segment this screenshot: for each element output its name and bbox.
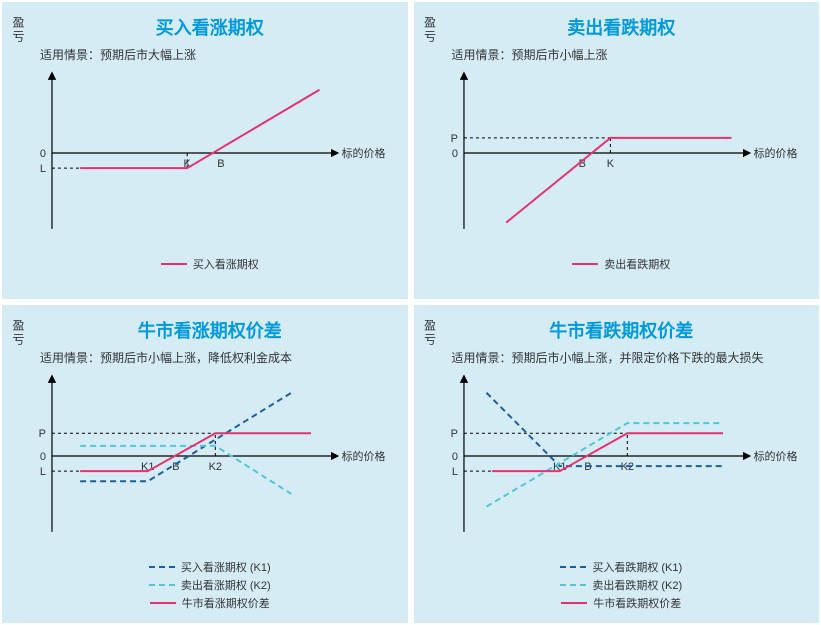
- svg-text:K: K: [606, 158, 614, 170]
- legend-swatch: [572, 263, 598, 265]
- chart-buy-call: 标的价格0LKB: [30, 67, 390, 247]
- svg-text:0: 0: [40, 148, 46, 160]
- legend-swatch: [149, 566, 175, 568]
- svg-text:P: P: [450, 133, 457, 145]
- panel-subtitle: 适用情景：预期后市小幅上涨，并限定价格下跌的最大损失: [452, 349, 802, 366]
- legend-item: 买入看涨期权: [161, 256, 259, 272]
- legend-item: 卖出看涨期权 (K2): [149, 577, 271, 593]
- legend-label: 卖出看涨期权 (K2): [181, 577, 271, 593]
- legend-item: 牛市看涨期权价差: [150, 595, 270, 611]
- panel-subtitle: 适用情景：预期后市小幅上涨: [452, 46, 802, 63]
- legend: 买入看跌期权 (K1) 卖出看跌期权 (K2) 牛市看跌期权价差: [442, 559, 802, 611]
- legend: 卖出看跌期权: [442, 256, 802, 272]
- svg-text:P: P: [450, 428, 457, 440]
- svg-text:B: B: [217, 158, 224, 170]
- legend-swatch: [560, 584, 586, 586]
- panel-buy-call: 盈亏 买入看涨期权 适用情景：预期后市大幅上涨 标的价格0LKB 买入看涨期权: [2, 2, 408, 299]
- panel-bull-put-spread: 盈亏 牛市看跌期权价差 适用情景：预期后市小幅上涨，并限定价格下跌的最大损失 标…: [414, 305, 820, 623]
- legend-label: 买入看跌期权 (K1): [592, 559, 682, 575]
- svg-text:0: 0: [40, 451, 46, 463]
- panel-title: 牛市看跌期权价差: [442, 317, 802, 343]
- legend-label: 买入看涨期权 (K1): [181, 559, 271, 575]
- y-axis-label: 盈亏: [422, 319, 439, 347]
- panel-bull-call-spread: 盈亏 牛市看涨期权价差 适用情景：预期后市小幅上涨，降低权利金成本 标的价格 P 0…: [2, 305, 408, 623]
- legend-label: 买入看涨期权: [193, 256, 259, 272]
- legend-label: 牛市看涨期权价差: [182, 595, 270, 611]
- legend-item: 卖出看跌期权 (K2): [560, 577, 682, 593]
- svg-text:标的价格: 标的价格: [753, 449, 797, 463]
- y-axis-label: 盈亏: [10, 16, 27, 44]
- panel-subtitle: 适用情景：预期后市小幅上涨，降低权利金成本: [40, 349, 390, 366]
- svg-text:标的价格: 标的价格: [342, 449, 386, 463]
- legend-label: 卖出看跌期权: [604, 256, 670, 272]
- svg-text:P: P: [39, 428, 46, 440]
- legend: 买入看涨期权: [30, 256, 390, 272]
- panel-title: 买入看涨期权: [30, 14, 390, 40]
- panel-title: 卖出看跌期权: [442, 14, 802, 40]
- legend-item: 牛市看跌期权价差: [561, 595, 681, 611]
- svg-text:K2: K2: [209, 461, 222, 473]
- legend-swatch: [149, 584, 175, 586]
- legend-swatch: [150, 602, 176, 604]
- svg-text:L: L: [451, 466, 457, 478]
- legend-item: 买入看涨期权 (K1): [149, 559, 271, 575]
- legend-label: 牛市看跌期权价差: [593, 595, 681, 611]
- y-axis-label: 盈亏: [10, 319, 27, 347]
- legend-swatch: [161, 263, 187, 265]
- svg-text:L: L: [40, 466, 46, 478]
- legend-item: 卖出看跌期权: [572, 256, 670, 272]
- svg-text:标的价格: 标的价格: [753, 146, 797, 160]
- legend-swatch: [560, 566, 586, 568]
- legend: 买入看涨期权 (K1) 卖出看涨期权 (K2) 牛市看涨期权价差: [30, 559, 390, 611]
- legend-swatch: [561, 602, 587, 604]
- panel-sell-put: 盈亏 卖出看跌期权 适用情景：预期后市小幅上涨 标的价格P0BK 卖出看跌期权: [414, 2, 820, 299]
- panel-title: 牛市看涨期权价差: [30, 317, 390, 343]
- legend-item: 买入看跌期权 (K1): [560, 559, 682, 575]
- svg-text:标的价格: 标的价格: [342, 146, 386, 160]
- y-axis-label: 盈亏: [422, 16, 439, 44]
- chart-bull-put-spread: 标的价格P0LK1BK2: [442, 370, 802, 550]
- panel-subtitle: 适用情景：预期后市大幅上涨: [40, 46, 390, 63]
- legend-label: 卖出看跌期权 (K2): [592, 577, 682, 593]
- svg-text:0: 0: [451, 148, 457, 160]
- svg-text:0: 0: [451, 451, 457, 463]
- chart-sell-put: 标的价格P0BK: [442, 67, 802, 247]
- chart-bull-call-spread: 标的价格P0LK1BK2: [30, 370, 390, 550]
- svg-text:L: L: [40, 163, 46, 175]
